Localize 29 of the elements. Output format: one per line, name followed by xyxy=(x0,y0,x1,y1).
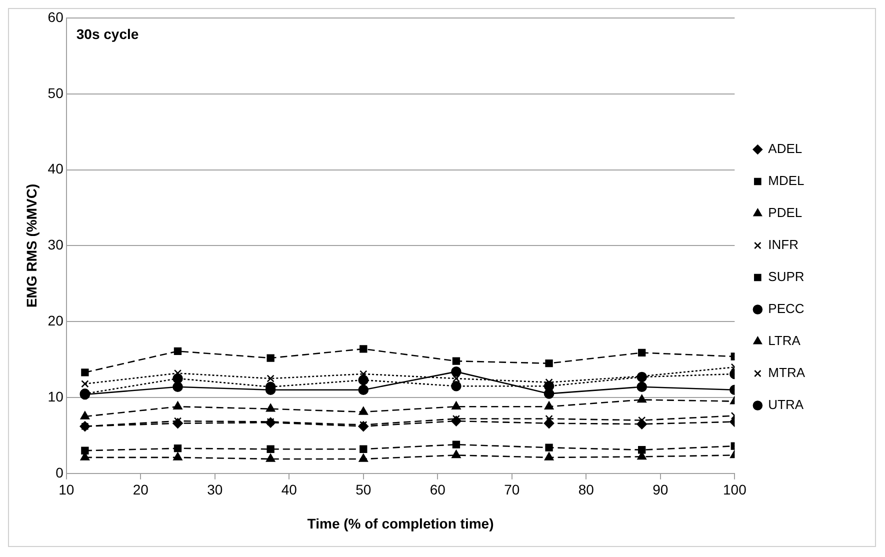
x-tick-label: 20 xyxy=(132,482,149,498)
legend-label: INFR xyxy=(768,237,799,252)
legend-label: PECC xyxy=(768,301,804,316)
x-tick-label: 60 xyxy=(430,482,446,498)
y-tick-label: 60 xyxy=(48,8,64,25)
legend-label: MDEL xyxy=(768,173,804,188)
legend-label: ADEL xyxy=(768,141,802,156)
y-tick-label: 40 xyxy=(48,160,64,177)
x-tick-label: 50 xyxy=(356,482,372,498)
legend-label: MTRA xyxy=(768,365,806,380)
y-tick-label: 10 xyxy=(48,388,64,404)
legend-label: UTRA xyxy=(768,397,804,412)
x-tick-label: 100 xyxy=(722,482,747,498)
x-tick-label: 30 xyxy=(207,482,223,498)
x-tick-label: 10 xyxy=(58,482,74,498)
x-tick-label: 40 xyxy=(281,482,298,498)
x-tick-label: 70 xyxy=(504,482,520,498)
x-tick-label: 90 xyxy=(652,482,668,498)
x-axis-title: Time (% of completion time) xyxy=(307,515,494,532)
y-tick-label: 0 xyxy=(56,464,64,480)
x-tick-label: 80 xyxy=(578,482,594,498)
legend-label: PDEL xyxy=(768,205,802,220)
annotation: 30s cycle xyxy=(76,26,139,42)
y-tick-label: 50 xyxy=(48,84,64,101)
y-tick-label: 20 xyxy=(48,312,64,328)
y-tick-label: 30 xyxy=(48,236,64,253)
legend-label: LTRA xyxy=(768,333,801,348)
y-axis-title: EMG RMS (%MVC) xyxy=(23,184,40,308)
legend-label: SUPR xyxy=(768,269,804,284)
